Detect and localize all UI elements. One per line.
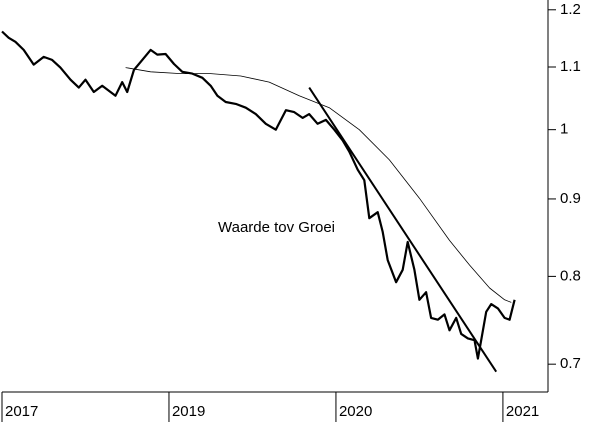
series-line bbox=[1, 30, 516, 360]
x-tick-label: 2020 bbox=[339, 403, 372, 420]
annotation: Waarde tov Groei bbox=[218, 219, 335, 236]
x-tick-label: 2019 bbox=[172, 403, 205, 420]
y-tick-label: 0.8 bbox=[560, 267, 581, 284]
y-tick-label: 1.1 bbox=[560, 58, 581, 75]
series-line bbox=[308, 87, 498, 373]
y-tick-label: 1.2 bbox=[560, 1, 581, 18]
y-tick-label: 1 bbox=[560, 121, 568, 138]
series-line bbox=[125, 67, 512, 303]
x-tick-label: 2017 bbox=[5, 403, 38, 420]
x-tick-label: 2021 bbox=[506, 403, 539, 420]
y-tick-label: 0.9 bbox=[560, 190, 581, 207]
y-tick-label: 0.7 bbox=[560, 355, 581, 372]
